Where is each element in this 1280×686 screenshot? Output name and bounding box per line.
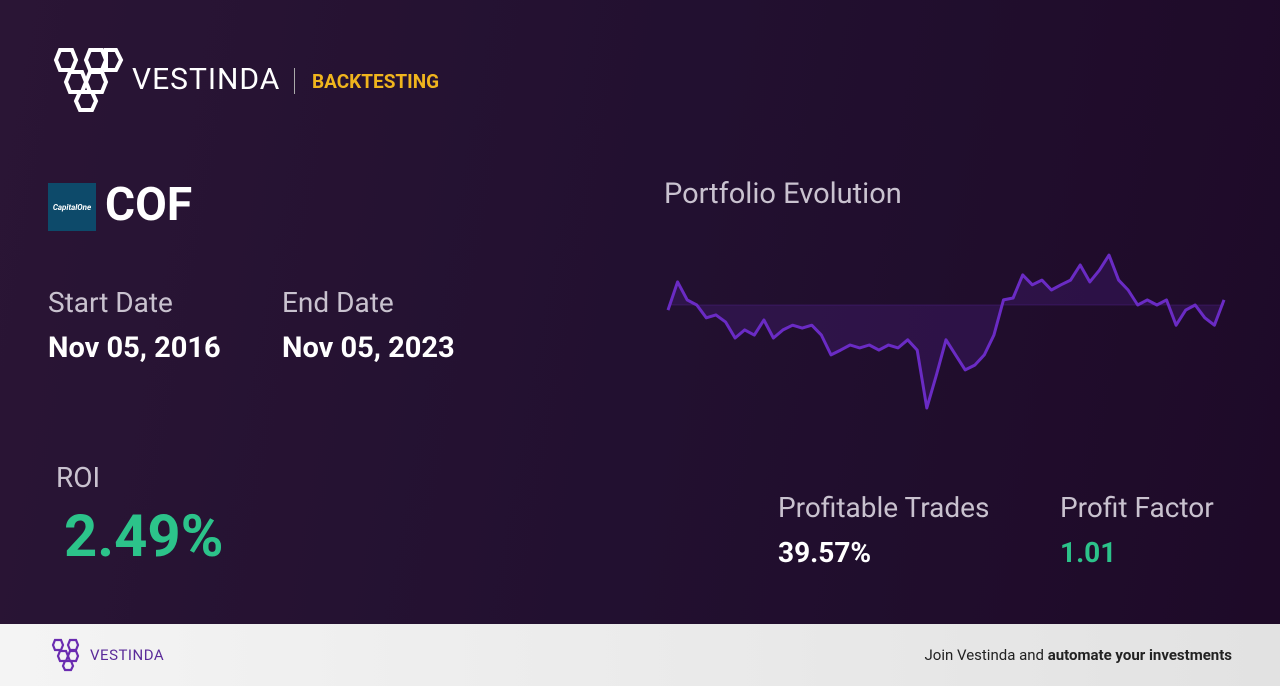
footer-brand: VESTINDA [90, 646, 165, 664]
chart-title: Portfolio Evolution [664, 177, 902, 211]
line [666, 253, 1226, 410]
footer-text: Join Vestinda and [924, 646, 1044, 664]
asset-logo: CapitalOne [48, 183, 96, 231]
factor-value: 1.01 [1060, 536, 1117, 569]
footer-cta: Join Vestinda and automate your investme… [924, 646, 1232, 664]
ticker: COF [105, 178, 193, 232]
factor-label: Profit Factor [1060, 491, 1214, 524]
trades-value: 39.57% [778, 536, 872, 569]
roi-value: 2.49% [64, 503, 224, 571]
roi-label: ROI [56, 461, 101, 494]
end-date: Nov 05, 2023 [282, 331, 455, 365]
trades-label: Profitable Trades [778, 491, 990, 524]
end-label: End Date [282, 286, 394, 319]
footer: VESTINDA Join Vestinda and automate your… [0, 624, 1280, 686]
divider [294, 68, 295, 94]
footer-emphasis: automate your investments [1047, 646, 1232, 664]
sparkline [666, 253, 1226, 410]
brand-name: VESTINDA [132, 62, 281, 97]
area [668, 255, 1224, 408]
section-name: BACKTESTING [312, 70, 440, 93]
asset-logo-text: CapitalOne [52, 202, 92, 212]
brand-logo [53, 48, 124, 112]
footer-logo [51, 638, 80, 672]
start-date: Nov 05, 2016 [48, 331, 221, 365]
start-label: Start Date [48, 286, 173, 319]
